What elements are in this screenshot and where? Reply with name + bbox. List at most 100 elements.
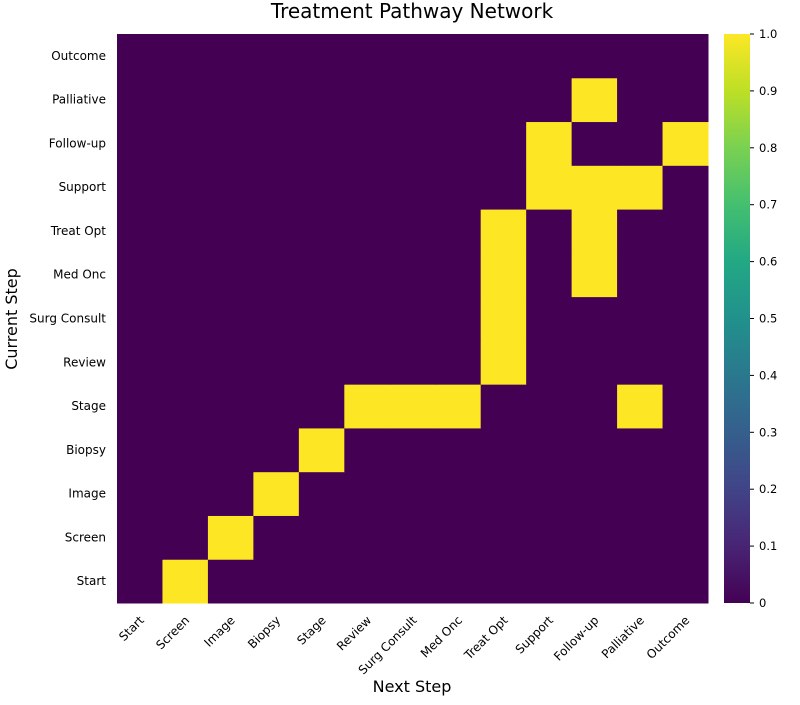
heatmap-cell-4-9 bbox=[526, 384, 573, 429]
heatmap-cell-4-10 bbox=[571, 384, 618, 429]
heatmap-cell-5-5 bbox=[344, 340, 391, 385]
colorbar-tick-label: 0.9 bbox=[759, 84, 777, 98]
heatmap-cell-0-10 bbox=[571, 559, 618, 604]
heatmap-cell-10-1 bbox=[162, 121, 209, 166]
heatmap-cell-3-4 bbox=[298, 427, 345, 473]
heatmap-cell-5-4 bbox=[298, 340, 345, 385]
colorbar-tick-label: 0.5 bbox=[759, 312, 777, 326]
heatmap-cell-5-8 bbox=[480, 340, 527, 385]
y-tick-label: Biopsy bbox=[66, 443, 106, 457]
y-tick-label: Palliative bbox=[52, 93, 106, 107]
heatmap-cell-2-8 bbox=[480, 471, 527, 516]
heatmap-cell-8-0 bbox=[117, 209, 163, 254]
colorbar-tick-label: 0.6 bbox=[759, 255, 777, 269]
colorbar-tick-label: 0.2 bbox=[759, 482, 777, 496]
heatmap-cell-3-6 bbox=[389, 427, 436, 473]
heatmap-cell-4-4 bbox=[298, 384, 345, 429]
x-tick-label: Start bbox=[116, 613, 147, 644]
heatmap-cell-9-12 bbox=[662, 165, 709, 210]
heatmap-cell-8-10 bbox=[571, 209, 618, 254]
heatmap-cell-5-12 bbox=[662, 340, 709, 385]
heatmap-cell-6-3 bbox=[253, 296, 300, 341]
x-tick-label: Treat Opt bbox=[461, 613, 511, 663]
heatmap-cell-1-4 bbox=[298, 515, 345, 560]
y-tick-labels: Start Screen Image Biopsy Stage Review Surg Co… bbox=[29, 49, 106, 588]
heatmap-cell-6-9 bbox=[526, 296, 573, 341]
heatmap-cell-11-3 bbox=[253, 77, 300, 123]
heatmap-cell-5-10 bbox=[571, 340, 618, 385]
heatmap-cell-7-3 bbox=[253, 252, 300, 298]
heatmap-cell-4-1 bbox=[162, 384, 209, 429]
heatmap-cell-4-7 bbox=[435, 384, 482, 429]
heatmap-cell-10-3 bbox=[253, 121, 300, 166]
y-tick-label: Treat Opt bbox=[50, 224, 107, 238]
heatmap-cell-5-3 bbox=[253, 340, 300, 385]
heatmap-cell-4-12 bbox=[662, 384, 709, 429]
x-tick-label: Review bbox=[334, 613, 374, 653]
heatmap-cell-12-1 bbox=[162, 34, 209, 79]
heatmap-cell-11-10 bbox=[571, 77, 618, 123]
heatmap-cell-5-11 bbox=[617, 340, 664, 385]
heatmap-cell-6-0 bbox=[117, 296, 163, 341]
heatmap-cell-12-8 bbox=[480, 34, 527, 79]
heatmap-cell-11-1 bbox=[162, 77, 209, 123]
x-axis-title: Next Step bbox=[373, 677, 452, 696]
x-tick-label: Support bbox=[513, 613, 557, 657]
heatmap-cell-8-8 bbox=[480, 209, 527, 254]
colorbar-tick-label: 1.0 bbox=[759, 27, 777, 41]
heatmap-cell-5-0 bbox=[117, 340, 163, 385]
x-tick-label: Follow-up bbox=[551, 613, 601, 663]
y-tick-label: Surg Consult bbox=[29, 312, 106, 326]
heatmap-cell-11-2 bbox=[207, 77, 254, 123]
heatmap-cell-2-7 bbox=[435, 471, 482, 516]
heatmap-cell-3-10 bbox=[571, 427, 618, 473]
heatmap-cell-11-8 bbox=[480, 77, 527, 123]
heatmap-cell-3-1 bbox=[162, 427, 209, 473]
heatmap-cell-12-6 bbox=[389, 34, 436, 79]
heatmap-cell-0-0 bbox=[117, 559, 163, 604]
x-tick-label: Palliative bbox=[599, 613, 647, 661]
heatmap-cell-4-2 bbox=[207, 384, 254, 429]
heatmap-cell-2-9 bbox=[526, 471, 573, 516]
heatmap-cell-12-5 bbox=[344, 34, 391, 79]
heatmap-cell-7-11 bbox=[617, 252, 664, 298]
colorbar-tick-label: 0.8 bbox=[759, 141, 777, 155]
heatmap-cell-3-3 bbox=[253, 427, 300, 473]
heatmap-cell-3-9 bbox=[526, 427, 573, 473]
heatmap-cell-12-7 bbox=[435, 34, 482, 79]
heatmap-cell-6-6 bbox=[389, 296, 436, 341]
heatmap-cell-8-9 bbox=[526, 209, 573, 254]
heatmap-cell-2-6 bbox=[389, 471, 436, 516]
heatmap-cell-11-9 bbox=[526, 77, 573, 123]
heatmap-cell-11-7 bbox=[435, 77, 482, 123]
heatmap-cell-11-0 bbox=[117, 77, 163, 123]
heatmap-cell-8-4 bbox=[298, 209, 345, 254]
heatmap-cell-1-7 bbox=[435, 515, 482, 560]
x-tick-label: Image bbox=[201, 613, 237, 649]
y-tick-label: Image bbox=[68, 487, 106, 501]
heatmap-cell-11-12 bbox=[662, 77, 709, 123]
heatmap-cell-0-3 bbox=[253, 559, 300, 604]
heatmap-cell-4-6 bbox=[389, 384, 436, 429]
heatmap-cell-2-2 bbox=[207, 471, 254, 516]
heatmap-cell-10-6 bbox=[389, 121, 436, 166]
heatmap-cell-1-1 bbox=[162, 515, 209, 560]
heatmap-cell-7-8 bbox=[480, 252, 527, 298]
heatmap-cell-4-11 bbox=[617, 384, 664, 429]
heatmap-cell-6-1 bbox=[162, 296, 209, 341]
y-tick-label: Med Onc bbox=[53, 268, 106, 282]
heatmap-cell-0-12 bbox=[662, 559, 709, 604]
heatmap-cell-11-11 bbox=[617, 77, 664, 123]
heatmap-cell-4-5 bbox=[344, 384, 391, 429]
heatmap-cell-5-2 bbox=[207, 340, 254, 385]
colorbar-tick-label: 0.1 bbox=[759, 539, 777, 553]
heatmap-cell-8-5 bbox=[344, 209, 391, 254]
heatmap-cell-3-12 bbox=[662, 427, 709, 473]
heatmap-cell-8-3 bbox=[253, 209, 300, 254]
heatmap-cell-7-1 bbox=[162, 252, 209, 298]
heatmap-cell-2-11 bbox=[617, 471, 664, 516]
y-tick-label: Screen bbox=[65, 530, 106, 544]
heatmap-cell-0-11 bbox=[617, 559, 664, 604]
